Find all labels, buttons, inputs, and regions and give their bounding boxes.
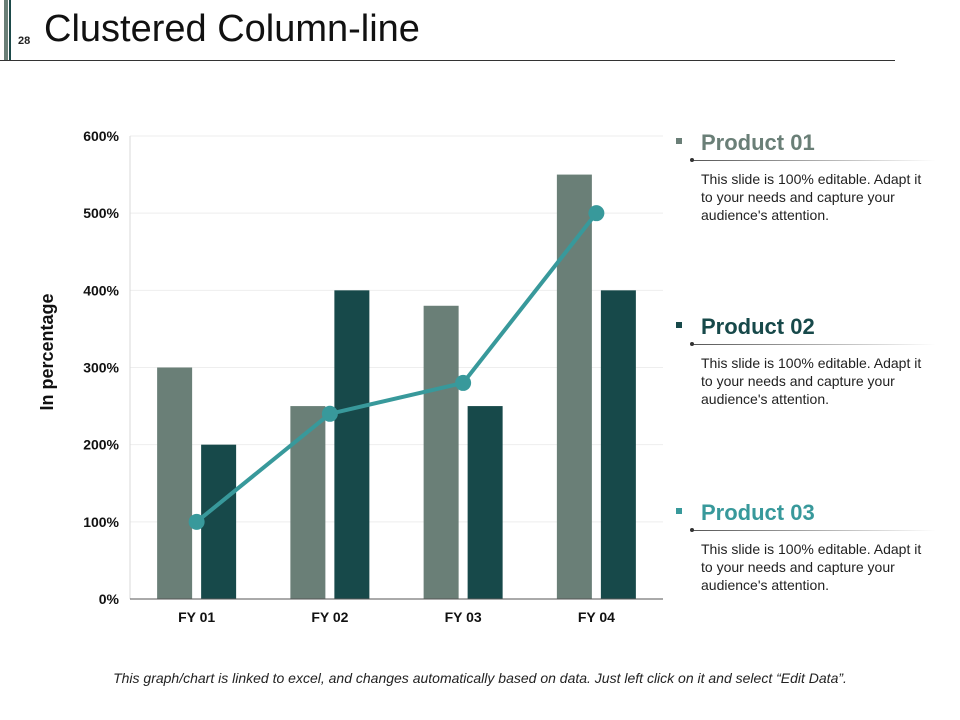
footer-note: This graph/chart is linked to excel, and… xyxy=(113,670,847,686)
line-product03 xyxy=(195,211,598,524)
axis-labels: 0% 100% 200% 300% 400% 500% 600% FY 01 FY 02 FY 0… xyxy=(83,128,615,625)
product03-line-series xyxy=(188,205,605,530)
legend-description: This slide is 100% editable. Adapt it to… xyxy=(701,355,922,407)
y-axis-title: In percentage xyxy=(37,293,57,410)
legend-bullet-icon xyxy=(676,138,682,144)
title-divider xyxy=(0,60,895,61)
legend-title: Product 01 xyxy=(701,130,815,155)
x-tick-label: FY 04 xyxy=(578,609,615,625)
bar-product02-fy04 xyxy=(600,290,636,599)
x-tick-label: FY 03 xyxy=(445,609,482,625)
slide-number: 28 xyxy=(18,35,31,47)
bar-product01-fy01 xyxy=(157,367,193,599)
point-product03-fy01 xyxy=(188,513,205,530)
bars xyxy=(157,174,636,600)
point-product03-fy03 xyxy=(455,374,472,391)
legend-title: Product 03 xyxy=(701,500,815,525)
bar-product01-fy02 xyxy=(290,406,326,599)
y-tick-label: 200% xyxy=(83,437,119,453)
x-tick-label: FY 02 xyxy=(311,609,348,625)
bar-product02-fy01 xyxy=(201,444,237,599)
legend-product01: Product 01 This slide is 100% editable. … xyxy=(676,130,936,223)
bar-product01-fy04 xyxy=(556,174,592,600)
legend-description: This slide is 100% editable. Adapt it to… xyxy=(701,171,922,223)
legend-bullet-icon xyxy=(676,322,682,328)
bar-product01-fy03 xyxy=(423,305,459,599)
y-tick-label: 0% xyxy=(99,591,120,607)
legend-description: This slide is 100% editable. Adapt it to… xyxy=(701,541,922,593)
y-tick-label: 500% xyxy=(83,205,119,221)
point-product03-fy04 xyxy=(588,205,605,222)
legend-divider xyxy=(692,160,936,161)
legend-product03: Product 03 This slide is 100% editable. … xyxy=(676,500,936,593)
bar-product02-fy02 xyxy=(334,290,370,599)
legend-divider-dot xyxy=(690,158,694,162)
x-tick-label: FY 01 xyxy=(178,609,215,625)
point-product03-fy02 xyxy=(321,405,338,422)
legend-bullet-icon xyxy=(676,508,682,514)
accent-bar-dark xyxy=(9,0,11,60)
legend-divider xyxy=(692,344,936,345)
accent-bar-light xyxy=(4,0,8,60)
legend-divider-dot xyxy=(690,528,694,532)
legend-title: Product 02 xyxy=(701,314,815,339)
bar-product02-fy03 xyxy=(467,406,503,599)
axes xyxy=(129,136,663,600)
y-tick-label: 300% xyxy=(83,360,119,376)
y-tick-label: 400% xyxy=(83,282,119,298)
page-title: Clustered Column-line xyxy=(44,8,420,50)
y-tick-label: 600% xyxy=(83,128,119,144)
legend-product02: Product 02 This slide is 100% editable. … xyxy=(676,314,936,407)
legend-divider-dot xyxy=(690,342,694,346)
legend-divider xyxy=(692,530,936,531)
y-tick-label: 100% xyxy=(83,514,119,530)
